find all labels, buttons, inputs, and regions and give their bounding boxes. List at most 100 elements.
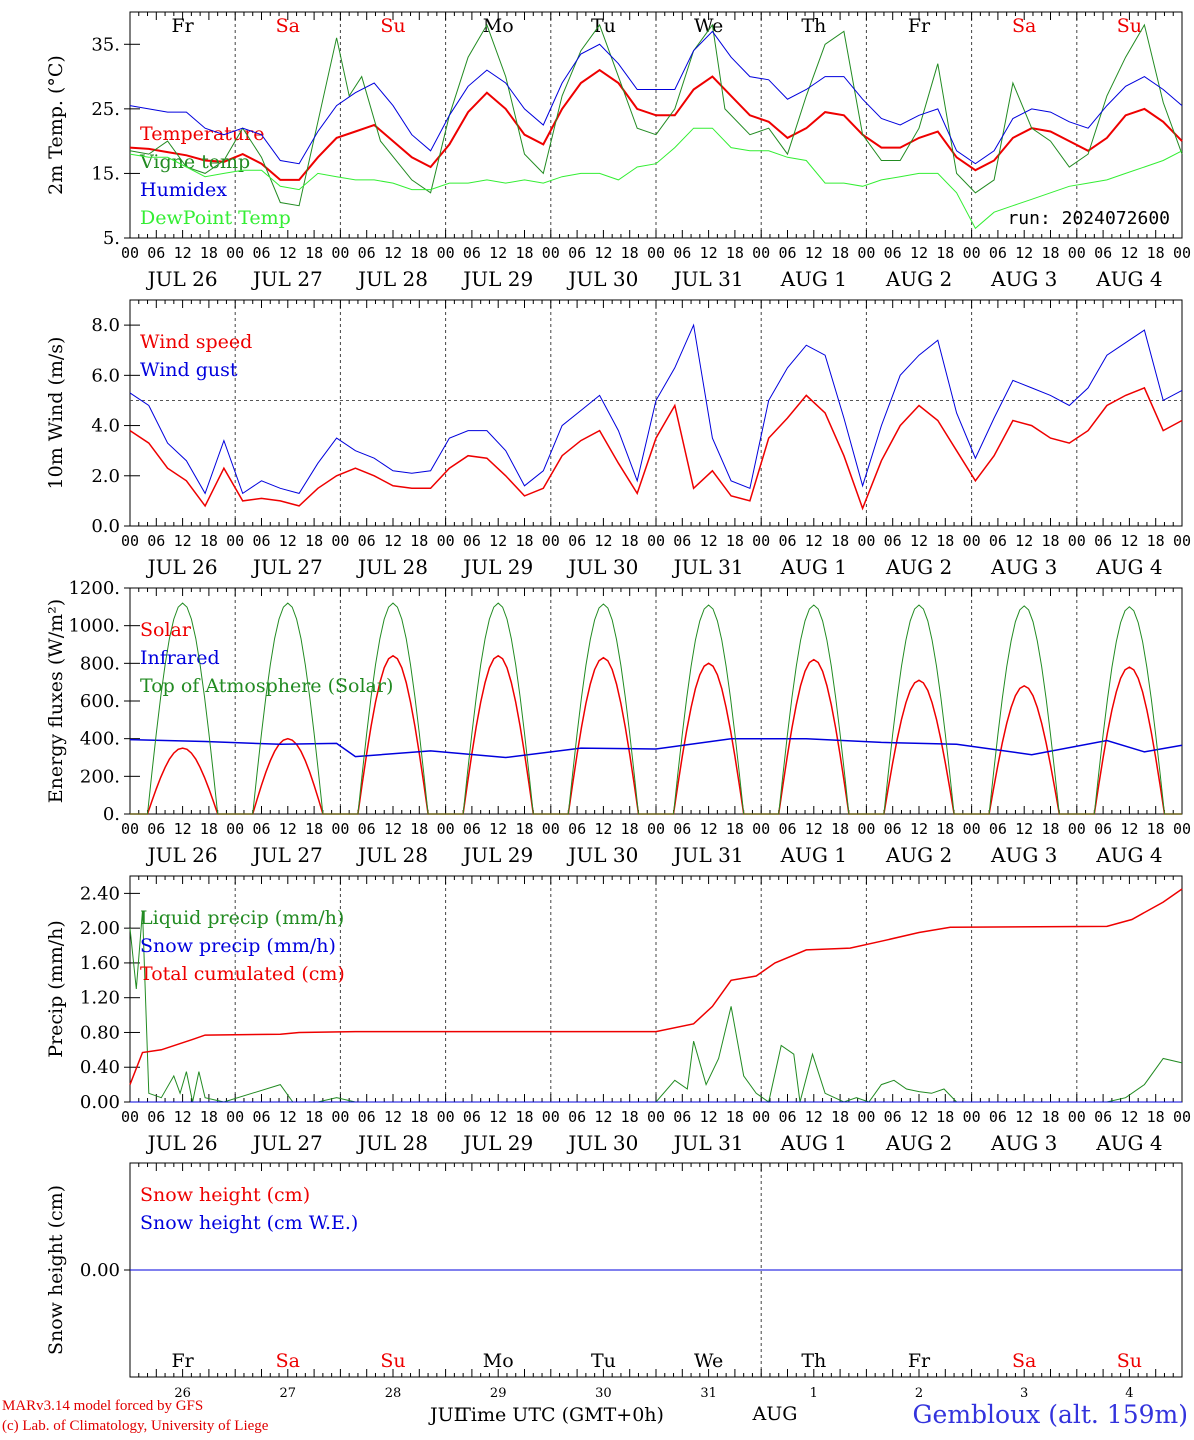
- day-label: AUG 1: [780, 555, 847, 579]
- hour-tick-label: 00: [752, 244, 770, 262]
- hour-tick-label: 12: [384, 1108, 402, 1126]
- day-label: AUG 4: [1095, 555, 1162, 579]
- hour-tick-label: 18: [936, 532, 954, 550]
- hour-tick-label: 18: [515, 532, 533, 550]
- hour-tick-label: 06: [568, 820, 586, 838]
- hour-tick-label: 06: [568, 532, 586, 550]
- y-axis-label: Snow height (cm): [45, 1185, 67, 1355]
- hour-tick-label: 18: [726, 820, 744, 838]
- legend-entry: Snow precip (mm/h): [140, 935, 336, 957]
- hour-tick-label: 18: [621, 532, 639, 550]
- hour-tick-label: 18: [515, 1108, 533, 1126]
- hour-tick-label: 18: [1041, 244, 1059, 262]
- y-tick-label: 1000.: [68, 616, 120, 637]
- y-tick-label: 200.: [80, 766, 120, 787]
- hour-tick-label: 06: [358, 1108, 376, 1126]
- hour-tick-label: 06: [252, 820, 270, 838]
- hour-tick-label: 18: [936, 820, 954, 838]
- hour-tick-label: 12: [910, 244, 928, 262]
- legend-entry: Liquid precip (mm/h): [140, 907, 344, 929]
- y-tick-label: 0.0: [91, 516, 120, 537]
- hour-tick-label: 18: [1147, 1108, 1165, 1126]
- hour-tick-label: 00: [331, 1108, 349, 1126]
- hour-tick-label: 00: [857, 532, 875, 550]
- day-label: JUL 27: [251, 1131, 323, 1155]
- hour-tick-label: 06: [1094, 532, 1112, 550]
- y-tick-label: 15.: [91, 163, 120, 184]
- hour-tick-label: 12: [174, 244, 192, 262]
- hour-tick-label: 18: [1041, 532, 1059, 550]
- hour-tick-label: 00: [331, 820, 349, 838]
- legend-entry: Wind gust: [140, 359, 238, 381]
- hour-tick-label: 18: [1041, 820, 1059, 838]
- series-line-wind-1: [129, 323, 1183, 495]
- hour-tick-label: 18: [200, 1108, 218, 1126]
- hour-tick-label: 00: [1173, 820, 1191, 838]
- hour-tick-label: 00: [963, 532, 981, 550]
- day-label: JUL 26: [146, 555, 218, 579]
- y-tick-label: 2.40: [80, 883, 120, 904]
- weekday-label: Sa: [276, 15, 300, 37]
- day-label: JUL 28: [356, 267, 428, 291]
- hour-tick-label: 00: [542, 244, 560, 262]
- weekday-label: Sa: [1012, 1350, 1036, 1372]
- hour-tick-label: 06: [147, 532, 165, 550]
- hour-tick-label: 06: [673, 244, 691, 262]
- hour-tick-label: 18: [200, 820, 218, 838]
- hour-tick-label: 18: [936, 1108, 954, 1126]
- hour-tick-label: 06: [147, 1108, 165, 1126]
- hour-tick-label: 12: [700, 532, 718, 550]
- hour-tick-label: 12: [910, 820, 928, 838]
- hour-tick-label: 06: [989, 532, 1007, 550]
- day-label: AUG 1: [780, 843, 847, 867]
- hour-tick-label: 12: [910, 532, 928, 550]
- weekday-label: Fr: [171, 1350, 194, 1372]
- hour-tick-label: 00: [857, 244, 875, 262]
- day-label: AUG 4: [1095, 267, 1162, 291]
- hour-tick-label: 12: [279, 820, 297, 838]
- month-label-aug: AUG: [752, 1403, 798, 1425]
- hour-tick-label: 12: [700, 1108, 718, 1126]
- hour-tick-label: 00: [647, 244, 665, 262]
- day-label: JUL 26: [146, 843, 218, 867]
- hour-tick-label: 12: [910, 1108, 928, 1126]
- day-label: JUL 29: [461, 843, 533, 867]
- legend-entry: Vigne temp: [139, 151, 250, 173]
- hour-tick-label: 12: [384, 820, 402, 838]
- hour-tick-label: 12: [1120, 1108, 1138, 1126]
- day-label: JUL 31: [672, 555, 744, 579]
- y-axis-label: 2m Temp. (°C): [45, 55, 67, 195]
- day-label: JUL 31: [672, 1131, 744, 1155]
- hour-tick-label: 18: [621, 1108, 639, 1126]
- hour-tick-label: 00: [963, 244, 981, 262]
- hour-tick-label: 06: [147, 244, 165, 262]
- hour-tick-label: 06: [989, 1108, 1007, 1126]
- hour-tick-label: 12: [805, 532, 823, 550]
- day-label: AUG 2: [885, 555, 952, 579]
- hour-tick-label: 18: [305, 532, 323, 550]
- hour-tick-label: 06: [568, 244, 586, 262]
- model-credit: MARv3.14 model forced by GFS: [2, 1398, 204, 1414]
- legend-entry: DewPoint Temp: [140, 207, 291, 229]
- day-label: AUG 4: [1095, 1131, 1162, 1155]
- hour-tick-label: 18: [831, 1108, 849, 1126]
- y-tick-label: 800.: [80, 653, 120, 674]
- hour-tick-label: 00: [226, 820, 244, 838]
- hour-tick-label: 00: [1068, 532, 1086, 550]
- hour-tick-label: 06: [884, 1108, 902, 1126]
- weekday-label: Mo: [483, 15, 514, 37]
- weekday-label: Su: [380, 15, 405, 37]
- day-label: AUG 1: [780, 267, 847, 291]
- hour-tick-label: 18: [410, 532, 428, 550]
- hour-tick-label: 12: [594, 1108, 612, 1126]
- hour-tick-label: 12: [384, 532, 402, 550]
- weekday-label: Tu: [591, 15, 616, 37]
- hour-tick-label: 12: [1120, 532, 1138, 550]
- series-line-energy-2: [130, 602, 1182, 815]
- y-tick-label: 25.: [91, 99, 120, 120]
- day-label: AUG 3: [990, 555, 1057, 579]
- legend-entry: Infrared: [140, 647, 220, 669]
- hour-tick-label: 06: [358, 820, 376, 838]
- run-annotation: run: 2024072600: [1007, 208, 1170, 229]
- hour-tick-label: 12: [384, 244, 402, 262]
